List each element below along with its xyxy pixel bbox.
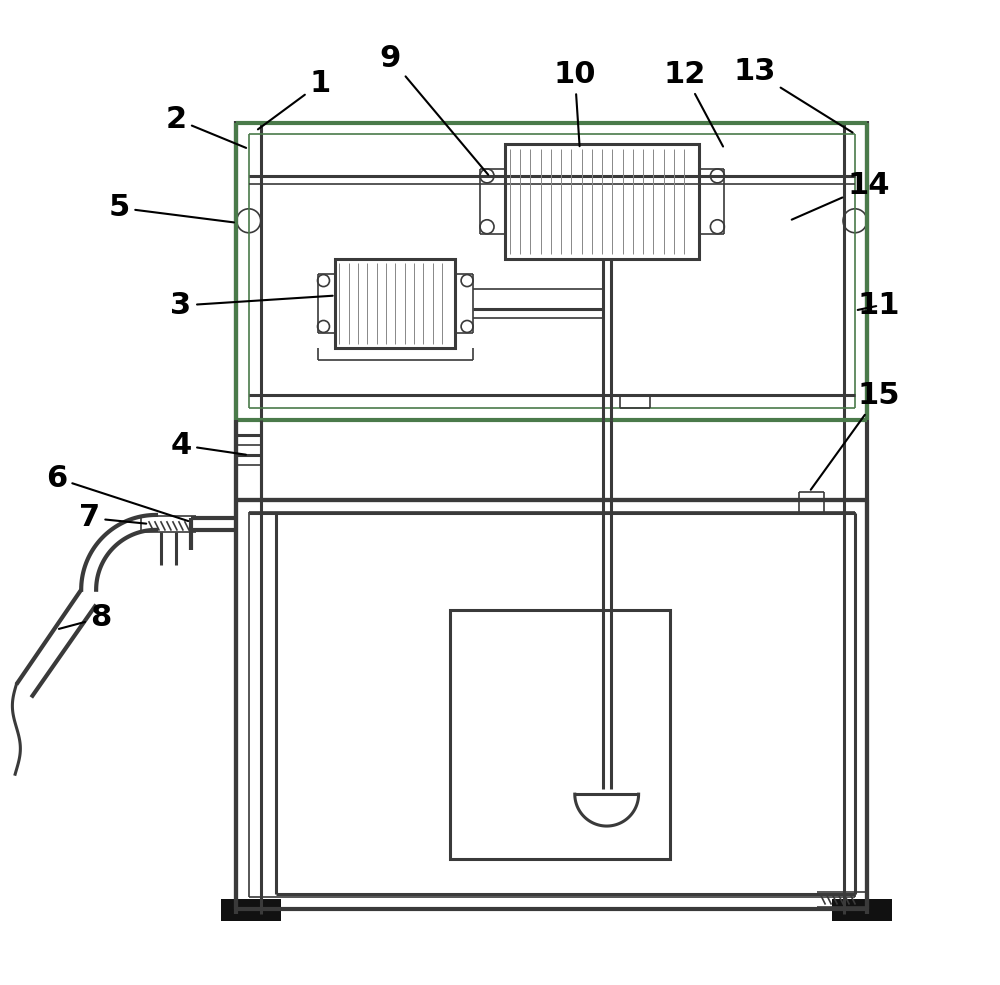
Text: 13: 13 (733, 57, 853, 133)
Text: 2: 2 (165, 104, 246, 148)
Text: 7: 7 (79, 503, 146, 533)
Bar (505, 144, 699, 259)
Bar (335, 259, 455, 349)
Text: 5: 5 (108, 193, 234, 223)
Text: 3: 3 (170, 291, 333, 320)
Bar (221, 899, 281, 921)
Text: 14: 14 (792, 171, 890, 220)
Text: 11: 11 (858, 291, 900, 320)
Text: 9: 9 (380, 43, 488, 174)
Text: 6: 6 (46, 464, 188, 521)
Text: 4: 4 (170, 430, 246, 460)
Text: 15: 15 (811, 381, 900, 490)
Text: 12: 12 (663, 60, 723, 147)
Text: 1: 1 (258, 69, 331, 129)
Bar (832, 899, 892, 921)
Text: 10: 10 (554, 60, 596, 146)
Bar (450, 610, 670, 859)
Text: 8: 8 (59, 603, 112, 632)
